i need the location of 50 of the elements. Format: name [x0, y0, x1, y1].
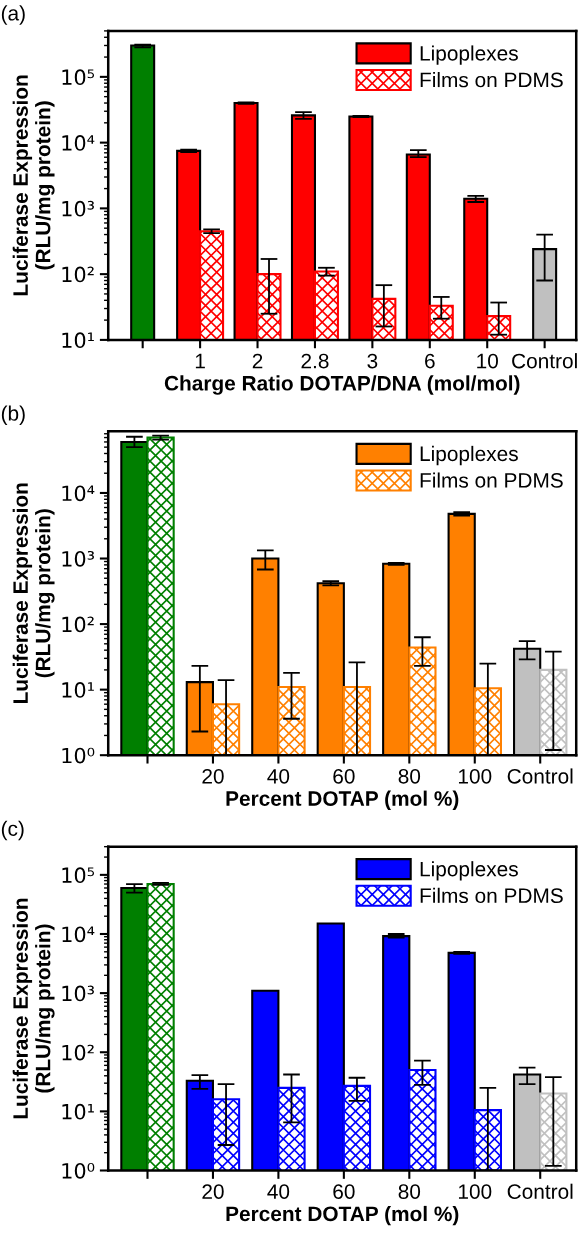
y-tick-label: 10² [62, 266, 94, 283]
legend-label: Lipoplexes [420, 45, 518, 65]
legend-label: Lipoplexes [420, 445, 518, 466]
legend-label: Films on PDMS [420, 472, 563, 488]
x-tick-label: 20 [202, 768, 224, 784]
x-axis-title: Charge Ratio DOTAP/DNA (mol/mol) [164, 375, 520, 395]
chart-title: (a) [1, 5, 25, 25]
x-tick-label: 2 [252, 353, 263, 369]
x-tick-label: Control [507, 1183, 573, 1199]
y-tick-label: 10⁴ [62, 485, 95, 502]
y-tick-label: 10² [62, 1044, 94, 1061]
x-axis-title: Percent DOTAP (mol %) [226, 790, 459, 811]
x-tick-label: 20 [202, 1184, 224, 1199]
y-tick-label: 10¹ [62, 682, 94, 698]
y-tick-label: 10⁰ [62, 1162, 95, 1179]
x-tick-label: 60 [333, 768, 355, 784]
x-tick-label: Control [507, 768, 573, 784]
y-tick-label: 10⁵ [62, 69, 95, 86]
x-tick-label: 80 [398, 768, 421, 784]
y-axis-title: Luciferase Expression (RLU/mg protein) [12, 483, 55, 704]
y-tick-label: 10⁵ [62, 867, 95, 884]
x-tick-label: 80 [398, 1184, 421, 1199]
y-tick-label: 10¹ [62, 332, 94, 349]
x-tick-label: 40 [267, 768, 290, 784]
x-tick-label: Control [512, 353, 577, 369]
legend-label: Films on PDMS [420, 887, 563, 904]
y-tick-label: 10³ [62, 985, 94, 1002]
chart-title: (c) [1, 820, 24, 841]
y-tick-label: 10¹ [62, 1103, 94, 1120]
x-axis-title: Percent DOTAP (mol %) [226, 1205, 459, 1226]
x-tick-label: 100 [458, 1184, 492, 1199]
x-tick-label: 6 [425, 353, 435, 369]
y-tick-label: 10³ [62, 550, 94, 567]
chart-title: (b) [1, 405, 25, 425]
x-tick-label: 3 [367, 353, 378, 369]
y-tick-label: 10³ [62, 200, 94, 217]
y-axis-title: Luciferase Expression (RLU/mg protein) [12, 898, 55, 1119]
legend-label: Lipoplexes [420, 861, 518, 881]
x-tick-label: 1 [195, 353, 205, 369]
y-axis-title: Luciferase Expression (RLU/mg protein) [12, 75, 55, 296]
x-tick-label: 100 [458, 768, 492, 784]
y-tick-label: 10⁰ [62, 747, 95, 764]
x-tick-label: 2.8 [301, 353, 329, 369]
x-tick-label: 10 [477, 353, 498, 369]
x-tick-label: 40 [267, 1184, 290, 1199]
y-tick-label: 10⁴ [62, 926, 95, 943]
y-tick-label: 10² [62, 616, 94, 633]
legend-label: Films on PDMS [420, 72, 563, 88]
y-tick-label: 10⁴ [62, 135, 95, 151]
x-tick-label: 60 [333, 1184, 355, 1199]
